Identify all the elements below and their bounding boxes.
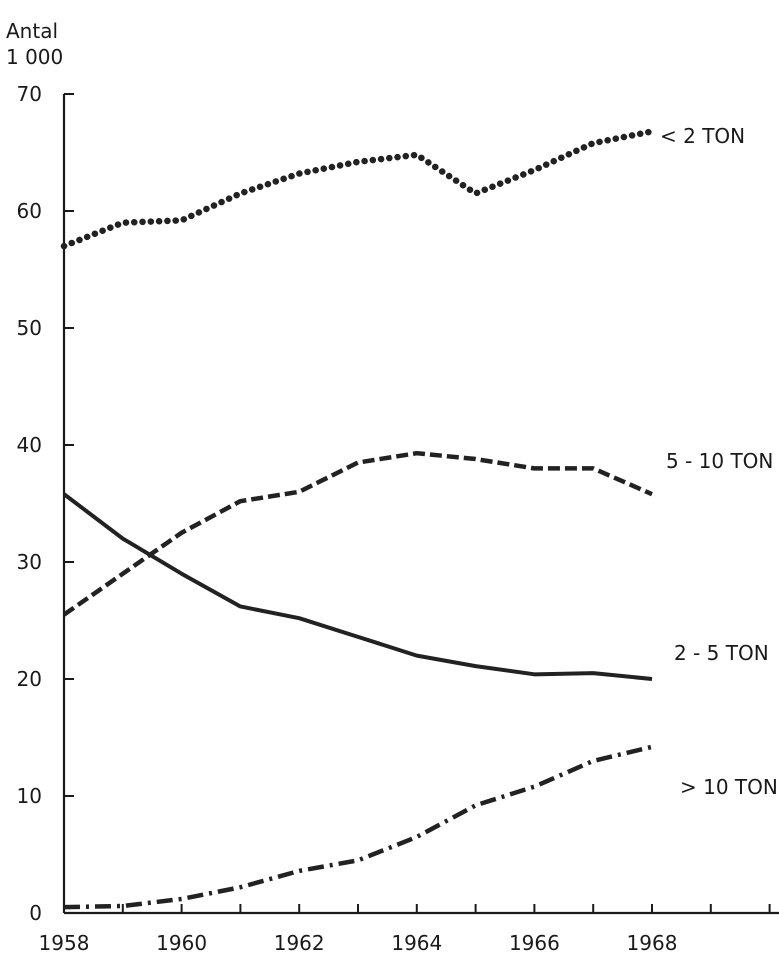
x-tick-label: 1966 bbox=[509, 931, 560, 955]
y-tick-label: 50 bbox=[17, 316, 42, 340]
y-axis-label: Antal 1 000 bbox=[6, 19, 63, 69]
x-tick-label: 1968 bbox=[627, 931, 678, 955]
series-line-dashdot bbox=[63, 744, 653, 910]
y-axis-ticks: 0 10 20 30 40 50 60 70 bbox=[17, 82, 74, 925]
x-tick-label: 1960 bbox=[156, 931, 207, 955]
axes bbox=[62, 94, 779, 915]
y-tick-label: 30 bbox=[17, 550, 42, 574]
x-axis-ticks: 1958 1960 1962 1964 1966 1968 bbox=[39, 904, 771, 955]
series-lines bbox=[60, 128, 656, 910]
y-tick-label: 70 bbox=[17, 82, 42, 106]
y-axis-label-line-1: Antal bbox=[6, 19, 58, 43]
series-line-dashed bbox=[62, 450, 653, 617]
series-label: > 10 TON bbox=[680, 775, 778, 799]
x-tick-label: 1962 bbox=[274, 931, 325, 955]
y-tick-label: 40 bbox=[17, 433, 42, 457]
x-tick-label: 1964 bbox=[391, 931, 442, 955]
series-label: 5 - 10 TON bbox=[666, 449, 773, 473]
y-tick-label: 60 bbox=[17, 199, 42, 223]
series-line-solid bbox=[62, 492, 653, 681]
y-tick-label: 10 bbox=[17, 784, 42, 808]
y-axis-label-line-2: 1 000 bbox=[6, 45, 63, 69]
y-tick-label: 20 bbox=[17, 667, 42, 691]
series-label: 2 - 5 TON bbox=[674, 641, 769, 665]
series-label: < 2 TON bbox=[660, 124, 745, 148]
x-tick-label: 1958 bbox=[39, 931, 90, 955]
y-tick-label: 0 bbox=[29, 901, 42, 925]
series-line-dotted bbox=[60, 128, 656, 250]
series-labels: < 2 TON 5 - 10 TON 2 - 5 TON > 10 TON bbox=[660, 124, 778, 799]
